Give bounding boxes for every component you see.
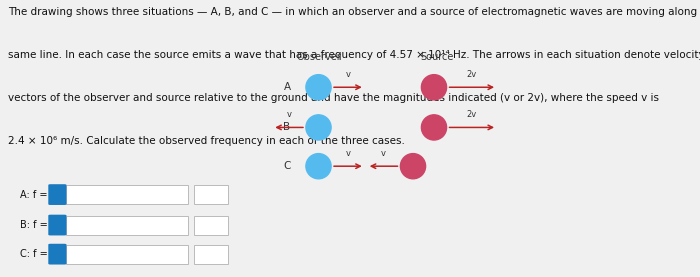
- Ellipse shape: [400, 154, 426, 179]
- Text: ∨: ∨: [207, 250, 214, 259]
- Text: ∨: ∨: [207, 190, 214, 199]
- Ellipse shape: [306, 115, 331, 140]
- FancyBboxPatch shape: [66, 185, 188, 204]
- Text: B: B: [284, 122, 290, 132]
- FancyBboxPatch shape: [194, 216, 228, 235]
- FancyBboxPatch shape: [48, 215, 66, 235]
- Text: Observer: Observer: [296, 52, 341, 62]
- FancyBboxPatch shape: [194, 185, 228, 204]
- Text: 2v: 2v: [467, 111, 477, 119]
- Ellipse shape: [306, 75, 331, 100]
- Ellipse shape: [306, 154, 331, 179]
- Text: A: A: [284, 82, 290, 92]
- Text: i: i: [56, 220, 59, 230]
- FancyBboxPatch shape: [66, 216, 188, 235]
- Text: i: i: [56, 189, 59, 200]
- Text: The drawing shows three situations — A, B, and C — in which an observer and a so: The drawing shows three situations — A, …: [8, 7, 700, 17]
- Text: vectors of the observer and source relative to the ground and have the magnitude: vectors of the observer and source relat…: [8, 93, 659, 103]
- Text: C: C: [284, 161, 290, 171]
- Text: ∨: ∨: [207, 220, 214, 230]
- Text: A: f =: A: f =: [20, 189, 48, 200]
- Text: 2v: 2v: [467, 70, 477, 79]
- Text: v: v: [381, 149, 386, 158]
- Text: Source: Source: [421, 52, 454, 62]
- Text: 2.4 × 10⁶ m/s. Calculate the observed frequency in each of the three cases.: 2.4 × 10⁶ m/s. Calculate the observed fr…: [8, 136, 405, 146]
- Text: i: i: [56, 249, 59, 259]
- FancyBboxPatch shape: [66, 245, 188, 264]
- FancyBboxPatch shape: [48, 244, 66, 265]
- Text: v: v: [286, 111, 292, 119]
- Text: C: f =: C: f =: [20, 249, 48, 259]
- Text: v: v: [345, 149, 351, 158]
- Text: same line. In each case the source emits a wave that has a frequency of 4.57 × 1: same line. In each case the source emits…: [8, 50, 700, 60]
- Ellipse shape: [421, 75, 447, 100]
- FancyBboxPatch shape: [194, 245, 228, 264]
- FancyBboxPatch shape: [48, 184, 66, 205]
- Text: v: v: [345, 70, 351, 79]
- Ellipse shape: [421, 115, 447, 140]
- Text: B: f =: B: f =: [20, 220, 48, 230]
